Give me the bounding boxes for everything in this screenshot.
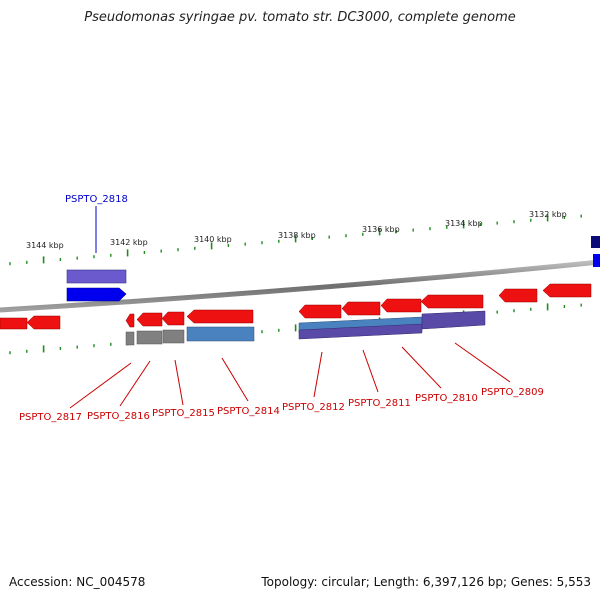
gene-arrow[interactable]	[186, 309, 254, 324]
kbp-label-3132: 3132 kbp	[529, 210, 567, 219]
feature-bar-purple[interactable]	[421, 310, 486, 330]
leader-line	[69, 362, 132, 409]
forward-features	[66, 236, 600, 302]
gene-arrow[interactable]	[498, 288, 538, 303]
feature-bar-edge[interactable]	[591, 236, 600, 248]
feature-bar-gray[interactable]	[125, 331, 135, 346]
kbp-label-3140: 3140 kbp	[194, 235, 232, 244]
kbp-label-3138: 3138 kbp	[278, 231, 316, 240]
kbp-label-3134: 3134 kbp	[445, 219, 483, 228]
gene-arrow-edge[interactable]	[593, 254, 600, 267]
gene-label-pspto-2818[interactable]: PSPTO_2818	[65, 194, 128, 205]
gene-label-pspto-2810[interactable]: PSPTO_2810	[415, 393, 478, 404]
leader-line	[401, 346, 442, 389]
label-leaders	[69, 206, 511, 409]
kbp-label-3136: 3136 kbp	[362, 225, 400, 234]
gene-arrow-pspto-2818[interactable]	[66, 287, 127, 302]
gene-arrow[interactable]	[136, 312, 163, 327]
leader-line	[221, 357, 249, 402]
gene-arrow[interactable]	[341, 301, 381, 316]
feature-bar-blue[interactable]	[186, 326, 255, 342]
kbp-label-3144: 3144 kbp	[26, 241, 64, 250]
gene-arrow[interactable]	[542, 283, 592, 298]
feature-bar[interactable]	[66, 269, 127, 284]
gene-label-pspto-2816[interactable]: PSPTO_2816	[87, 411, 150, 422]
gene-label-pspto-2812[interactable]: PSPTO_2812	[282, 402, 345, 413]
feature-bar-gray[interactable]	[136, 330, 163, 345]
page-title: Pseudomonas syringae pv. tomato str. DC3…	[84, 10, 516, 25]
leader-line	[174, 359, 184, 406]
feature-bar-gray[interactable]	[162, 329, 185, 344]
kbp-label-3142: 3142 kbp	[110, 238, 148, 247]
gene-arrow[interactable]	[161, 311, 185, 326]
gene-label-pspto-2809[interactable]: PSPTO_2809	[481, 387, 544, 398]
accession-text: Accession: NC_004578	[9, 575, 146, 589]
genome-backbone	[0, 259, 600, 313]
genome-summary-text: Topology: circular; Length: 6,397,126 bp…	[261, 575, 591, 589]
gene-arrow[interactable]	[125, 313, 135, 328]
gene-arrow[interactable]	[0, 317, 28, 330]
leader-line	[454, 342, 511, 383]
gene-arrow[interactable]	[298, 304, 342, 319]
gene-arrow[interactable]	[26, 315, 61, 330]
gene-label-pspto-2814[interactable]: PSPTO_2814	[217, 406, 280, 417]
gene-arrow[interactable]	[380, 298, 422, 313]
feature-bar-purple[interactable]	[298, 323, 423, 340]
leader-line	[119, 360, 151, 407]
reverse-genes	[0, 283, 592, 330]
leader-line	[313, 351, 323, 398]
gene-label-pspto-2811[interactable]: PSPTO_2811	[348, 398, 411, 409]
reverse-features	[125, 310, 486, 346]
gene-label-pspto-2817[interactable]: PSPTO_2817	[19, 412, 82, 423]
leader-line	[362, 349, 379, 393]
gene-arrow[interactable]	[420, 294, 484, 309]
gene-label-pspto-2815[interactable]: PSPTO_2815	[152, 408, 215, 419]
